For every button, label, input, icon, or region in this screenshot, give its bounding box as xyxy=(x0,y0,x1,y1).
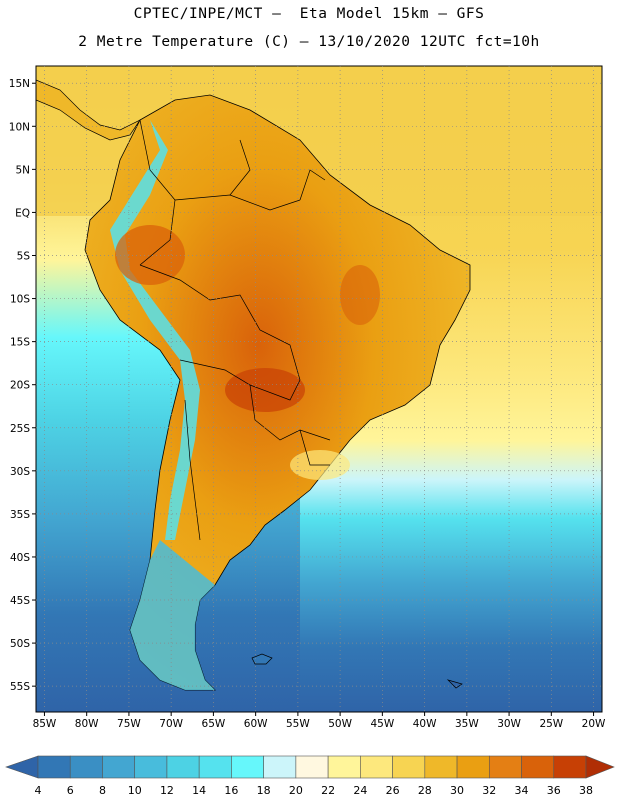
colorbar-label: 24 xyxy=(353,784,367,797)
colorbar-label: 28 xyxy=(418,784,432,797)
lat-label: 25S xyxy=(10,423,30,435)
colorbar-swatch xyxy=(456,755,490,779)
colorbar-label: 8 xyxy=(99,784,106,797)
lon-label: 65W xyxy=(202,718,226,730)
hot-core-amazon-west xyxy=(115,225,185,285)
colorbar-label: 22 xyxy=(321,784,335,797)
falkland-islands xyxy=(251,653,273,665)
colorbar-label: 36 xyxy=(547,784,561,797)
colorbar-swatch xyxy=(521,755,555,779)
lon-label: 40W xyxy=(413,718,437,730)
lon-label: 75W xyxy=(117,718,141,730)
colorbar-label: 18 xyxy=(257,784,271,797)
lat-label: 10N xyxy=(9,121,30,133)
colorbar-label: 26 xyxy=(386,784,400,797)
colorbar-swatch xyxy=(360,755,393,779)
country-borders xyxy=(139,119,331,541)
colorbar-swatch xyxy=(37,755,71,779)
lon-label: 45W xyxy=(370,718,394,730)
lon-label: 60W xyxy=(244,718,268,730)
colorbar-label: 32 xyxy=(482,784,496,797)
lat-label: 45S xyxy=(10,595,30,607)
lon-label: 25W xyxy=(539,718,563,730)
lat-label: EQ xyxy=(15,207,30,219)
colorbar-label: 10 xyxy=(128,784,142,797)
colorbar: 4 6 8 10 12 14 16 18 20 22 24 26 28 30 32 34 36 38 xyxy=(5,755,615,797)
colorbar-swatch xyxy=(327,755,361,779)
colorbar-label: 20 xyxy=(289,784,303,797)
colorbar-swatch xyxy=(231,755,264,779)
map-title: CPTEC/INPE/MCT – Eta Model 15km – GFS xyxy=(133,6,485,22)
lon-label: 55W xyxy=(286,718,310,730)
map-frame xyxy=(35,65,603,713)
colorbar-swatch xyxy=(295,755,329,779)
lat-label: 5N xyxy=(15,164,30,176)
patagonia-cool-region xyxy=(130,540,215,690)
colorbar-swatch xyxy=(424,755,458,779)
lat-label: 10S xyxy=(10,294,30,306)
lat-label: 5S xyxy=(17,250,31,262)
lon-label: 30W xyxy=(497,718,521,730)
lon-label: 85W xyxy=(33,718,57,730)
colorbar-label: 16 xyxy=(224,784,238,797)
colorbar-swatch xyxy=(198,755,232,779)
colorbar-swatch xyxy=(134,755,168,779)
colorbar-swatch xyxy=(69,755,103,779)
colorbar-swatch xyxy=(488,755,522,779)
colorbar-label: 34 xyxy=(515,784,529,797)
colorbar-swatch xyxy=(392,755,426,779)
lon-label: 35W xyxy=(455,718,479,730)
lat-label: 55S xyxy=(10,681,30,693)
lon-label: 80W xyxy=(75,718,99,730)
lat-label: 30S xyxy=(10,466,30,478)
colorbar-label: 6 xyxy=(67,784,74,797)
colorbar-label: 12 xyxy=(160,784,174,797)
colorbar-swatch xyxy=(102,755,136,779)
lon-label: 70W xyxy=(159,718,183,730)
map-area xyxy=(36,66,602,712)
hot-core-northeast xyxy=(340,265,380,325)
lat-label: 15S xyxy=(10,337,30,349)
graticule xyxy=(32,66,602,716)
south-georgia-island xyxy=(446,679,463,689)
lat-label: 35S xyxy=(10,509,30,521)
longitude-labels: 85W 80W 75W 70W 65W 60W 55W 50W 45W 40W 35W 30W 25W 2… xyxy=(33,718,606,730)
lon-label: 50W xyxy=(328,718,352,730)
colorbar-swatch xyxy=(553,755,587,779)
colorbar-arrow-high xyxy=(585,755,615,779)
colorbar-label: 38 xyxy=(579,784,593,797)
map-subtitle: 2 Metre Temperature (C) – 13/10/2020 12U… xyxy=(78,34,540,50)
colorbar-label: 4 xyxy=(35,784,42,797)
lon-label: 20W xyxy=(582,718,606,730)
latitude-labels: 15N 10N 5N EQ 5S 10S 15S 20S 25S 30S 35S 40S 45S 50S 5… xyxy=(9,78,31,693)
colorbar-label: 14 xyxy=(192,784,206,797)
central-america-landmass xyxy=(36,79,142,141)
colorbar-swatch xyxy=(263,755,297,779)
colorbar-swatch xyxy=(166,755,200,779)
colorbar-arrow-low xyxy=(5,755,39,779)
lat-label: 20S xyxy=(10,380,30,392)
lat-label: 40S xyxy=(10,552,30,564)
hot-core-central xyxy=(225,368,305,412)
colorbar-label: 30 xyxy=(450,784,464,797)
lat-label: 15N xyxy=(9,78,30,90)
lat-label: 50S xyxy=(10,638,30,650)
